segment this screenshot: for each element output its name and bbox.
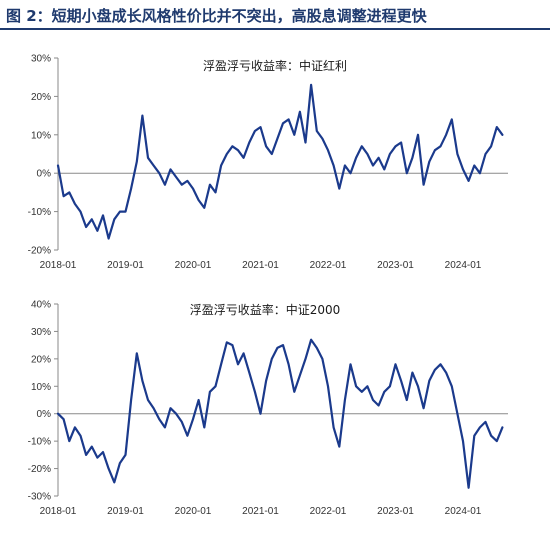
x-tick-label: 2023-01 bbox=[377, 506, 414, 517]
y-tick-label: 40% bbox=[31, 300, 51, 311]
x-tick-label: 2019-01 bbox=[107, 260, 144, 271]
y-tick-label: 30% bbox=[31, 54, 51, 65]
y-tick-label: 20% bbox=[31, 92, 51, 103]
y-tick-label: -10% bbox=[28, 437, 51, 448]
x-tick-label: 2021-01 bbox=[242, 506, 279, 517]
x-tick-label: 2024-01 bbox=[445, 260, 482, 271]
y-tick-label: -20% bbox=[28, 464, 51, 475]
y-tick-label: -30% bbox=[28, 492, 51, 503]
x-tick-label: 2018-01 bbox=[40, 506, 77, 517]
x-tick-label: 2021-01 bbox=[242, 260, 279, 271]
x-tick-label: 2022-01 bbox=[310, 506, 347, 517]
x-tick-label: 2022-01 bbox=[310, 260, 347, 271]
y-tick-label: -20% bbox=[28, 246, 51, 257]
y-tick-label: 0% bbox=[37, 409, 52, 420]
x-tick-label: 2020-01 bbox=[175, 260, 212, 271]
x-tick-label: 2020-01 bbox=[175, 506, 212, 517]
y-tick-label: 10% bbox=[31, 382, 51, 393]
x-tick-label: 2023-01 bbox=[377, 260, 414, 271]
chart-zhongzheng-hongli: -20% -10% 0% 10% 20% 30% 2018-01 2019-01 2020-01… bbox=[28, 54, 508, 271]
chart-zhongzheng-2000: -30% -20% -10% 0% 10% 20% 30% 40% 2018-01 2019-01… bbox=[28, 300, 508, 517]
series-line-hongli bbox=[56, 83, 504, 240]
title-underline bbox=[0, 28, 550, 30]
x-tick-label: 2019-01 bbox=[107, 506, 144, 517]
y-tick-label: 30% bbox=[31, 327, 51, 338]
y-tick-label: -10% bbox=[28, 207, 51, 218]
x-tick-label: 2024-01 bbox=[445, 506, 482, 517]
y-tick-label: 0% bbox=[37, 169, 52, 180]
x-tick-label: 2018-01 bbox=[40, 260, 77, 271]
y-tick-label: 20% bbox=[31, 354, 51, 365]
y-tick-label: 10% bbox=[31, 130, 51, 141]
chart-title: 浮盈浮亏收益率：中证红利 bbox=[203, 58, 347, 73]
figure-title: 图 2：短期小盘成长风格性价比并不突出，高股息调整进程更快 bbox=[6, 7, 427, 25]
figure-title-bar: 图 2：短期小盘成长风格性价比并不突出，高股息调整进程更快 bbox=[0, 0, 550, 30]
chart-title: 浮盈浮亏收益率：中证2000 bbox=[190, 302, 341, 317]
series-line-2000 bbox=[56, 338, 504, 489]
